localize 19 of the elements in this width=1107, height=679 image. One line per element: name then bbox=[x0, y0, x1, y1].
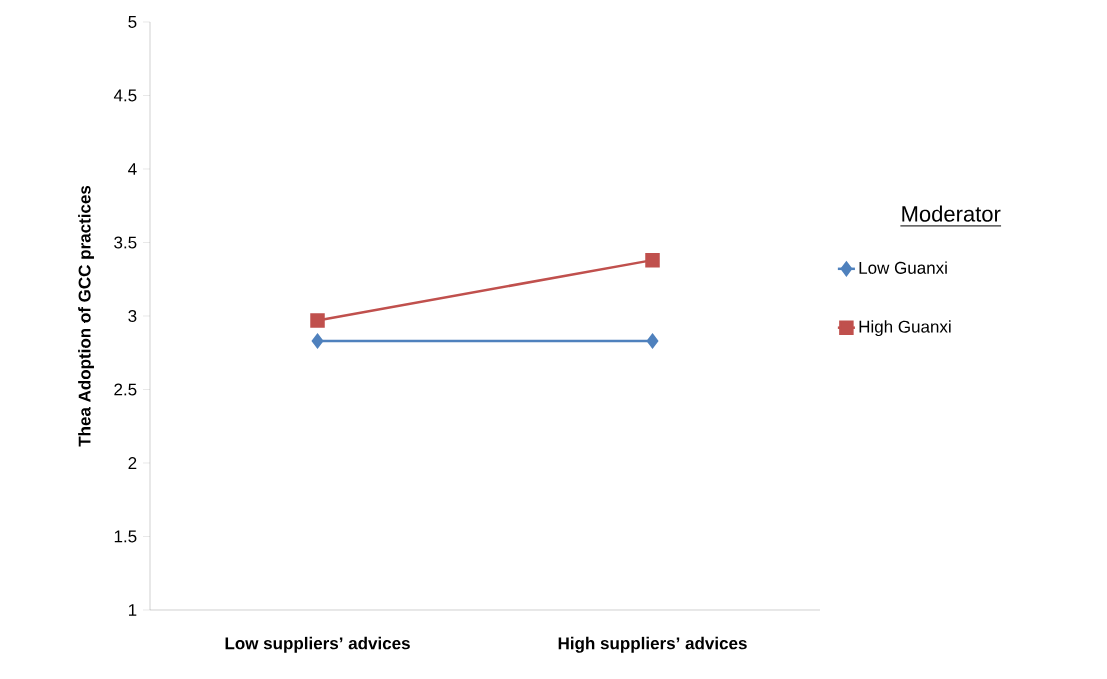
y-tick-label: 3 bbox=[128, 309, 137, 323]
point bbox=[310, 313, 325, 328]
y-tick-label: 1 bbox=[128, 604, 137, 616]
point bbox=[646, 333, 659, 349]
y-tick-label: 3.5 bbox=[114, 236, 137, 249]
legend-title: Moderator bbox=[902, 205, 1001, 222]
y-tick-label: 1.5 bbox=[114, 530, 137, 543]
y-tick-label: 4 bbox=[128, 163, 137, 175]
x-tick-label: Low suppliers’ advices bbox=[225, 636, 410, 653]
point bbox=[645, 252, 660, 268]
y-tick-label: 2 bbox=[128, 457, 137, 469]
y-axis-title: Thea Adoption of GCC practices bbox=[78, 185, 94, 447]
point bbox=[311, 333, 324, 349]
legend-label: High Guanxi bbox=[859, 320, 951, 337]
x-tick-label: High suppliers’ advices bbox=[558, 636, 747, 653]
y-tick-label: 4.5 bbox=[113, 89, 137, 102]
y-tick-label: 2.5 bbox=[114, 383, 137, 396]
y-tick-label: 5 bbox=[128, 16, 137, 28]
legend-label: Low Guanxi bbox=[859, 261, 947, 274]
